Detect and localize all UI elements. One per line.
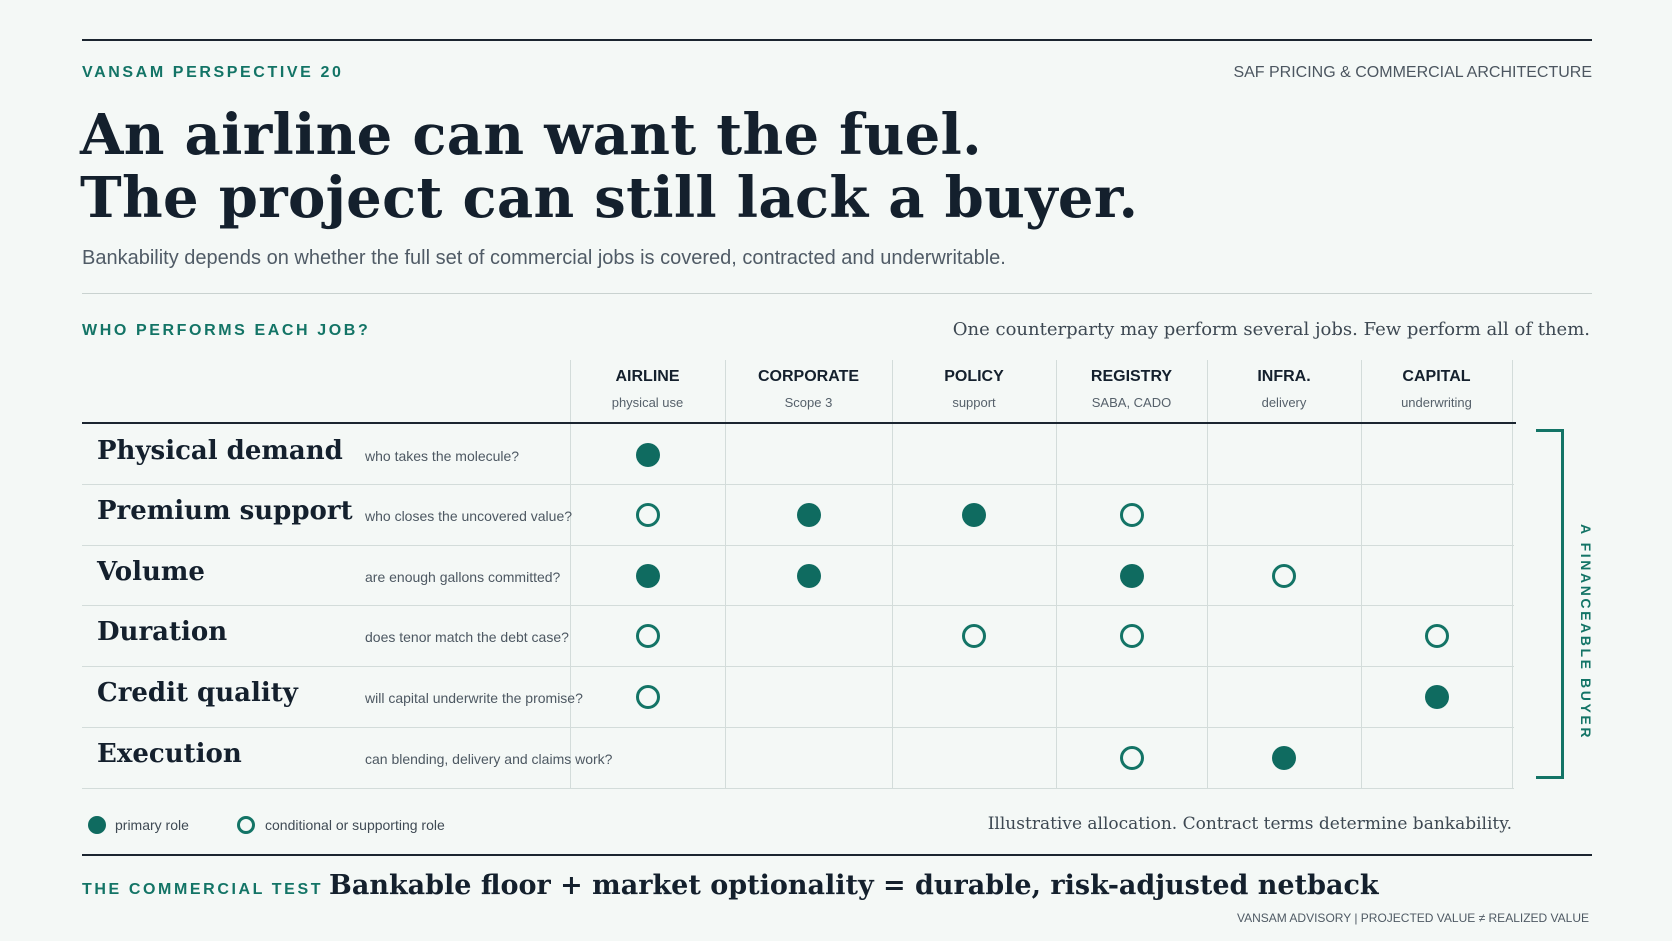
- column-title: POLICY: [944, 368, 1004, 385]
- primary-role-dot-volume-corporate: [796, 563, 821, 588]
- primary-role-dot-physical-demand-airline: [635, 442, 660, 467]
- row-title-volume: Volume: [97, 557, 205, 587]
- matrix-header-rule: [82, 422, 1516, 424]
- column-divider: [570, 360, 571, 788]
- row-question: are enough gallons committed?: [365, 569, 561, 585]
- row-divider: [82, 666, 1514, 667]
- financeable-buyer-bracket: [1536, 429, 1564, 779]
- supporting-role-dot-premium-support-airline: [635, 502, 660, 527]
- column-divider: [1512, 360, 1513, 788]
- column-divider: [892, 360, 893, 788]
- row-question: will capital underwrite the promise?: [365, 690, 583, 706]
- column-title: CORPORATE: [757, 368, 860, 385]
- row-divider: [82, 605, 1514, 606]
- supporting-role-dot-premium-support-registry: [1119, 502, 1144, 527]
- primary-role-dot-volume-registry: [1119, 563, 1144, 588]
- row-divider: [82, 788, 1514, 789]
- commercial-test-label: THE COMMERCIAL TEST: [82, 881, 324, 898]
- column-divider: [1056, 360, 1057, 788]
- supporting-role-dot-duration-policy: [962, 623, 986, 648]
- commercial-test-formula: Bankable floor + market optionality = du…: [329, 870, 1379, 901]
- column-title: CAPITAL: [1402, 368, 1471, 385]
- legend-primary-label: primary role: [115, 817, 189, 833]
- column-subtitle: Scope 3: [784, 395, 833, 410]
- column-subtitle: physical use: [611, 395, 684, 410]
- series-label: VANSAM PERSPECTIVE 20: [82, 64, 344, 81]
- column-subtitle: underwriting: [1401, 395, 1472, 410]
- footer-note: VANSAM ADVISORY | PROJECTED VALUE ≠ REAL…: [1236, 911, 1589, 925]
- legend-primary-dot: [88, 816, 106, 834]
- column-subtitle: support: [952, 395, 996, 410]
- supporting-role-dot-duration-capital: [1424, 623, 1449, 648]
- legend-support-label: conditional or supporting role: [265, 817, 445, 833]
- headline: An airline can want the fuel. The projec…: [80, 104, 1138, 230]
- primary-role-dot-volume-airline: [635, 563, 660, 588]
- column-header-infra: INFRA. delivery: [1207, 368, 1361, 410]
- headline-line-2: The project can still lack a buyer.: [80, 165, 1139, 231]
- supporting-role-dot-credit-quality-airline: [635, 684, 660, 709]
- row-question: who closes the uncovered value?: [365, 508, 573, 524]
- column-title: INFRA.: [1257, 368, 1311, 385]
- bracket-label: A FINANCEABLE BUYER: [1578, 523, 1594, 741]
- row-divider: [82, 484, 1514, 485]
- section-divider: [82, 293, 1592, 294]
- column-header-policy: POLICY support: [892, 368, 1056, 410]
- column-subtitle: SABA, CADO: [1091, 395, 1172, 410]
- column-header-corporate: CORPORATE Scope 3: [725, 368, 892, 410]
- supporting-role-dot-execution-registry: [1119, 745, 1144, 770]
- top-rule: [82, 39, 1592, 41]
- primary-role-dot-premium-support-policy: [962, 502, 986, 527]
- legend-support-dot: [237, 816, 255, 834]
- supporting-role-dot-duration-airline: [635, 623, 660, 648]
- row-question: can blending, delivery and claims work?: [365, 751, 613, 767]
- topic-label: SAF PRICING & COMMERCIAL ARCHITECTURE: [1233, 64, 1592, 81]
- column-header-airline: AIRLINE physical use: [570, 368, 725, 410]
- subheadline: Bankability depends on whether the full …: [82, 247, 1006, 269]
- column-title: REGISTRY: [1090, 368, 1173, 385]
- row-title-credit-quality: Credit quality: [97, 678, 298, 708]
- row-title-physical-demand: Physical demand: [97, 436, 343, 466]
- row-title-duration: Duration: [97, 617, 228, 647]
- bottom-rule: [82, 854, 1592, 856]
- section-note: One counterparty may perform several job…: [952, 319, 1590, 340]
- column-subtitle: delivery: [1261, 395, 1307, 410]
- column-header-capital: CAPITAL underwriting: [1361, 368, 1512, 410]
- column-divider: [1361, 360, 1362, 788]
- row-divider: [82, 727, 1514, 728]
- row-title-execution: Execution: [97, 739, 242, 769]
- primary-role-dot-execution-infra: [1272, 745, 1296, 770]
- row-title-premium-support: Premium support: [97, 496, 353, 526]
- row-divider: [82, 545, 1514, 546]
- row-question: who takes the molecule?: [365, 448, 520, 464]
- headline-line-1: An airline can want the fuel.: [80, 102, 982, 168]
- column-divider: [725, 360, 726, 788]
- section-title: WHO PERFORMS EACH JOB?: [82, 322, 371, 339]
- supporting-role-dot-volume-infra: [1272, 563, 1296, 588]
- supporting-role-dot-duration-registry: [1119, 623, 1144, 648]
- primary-role-dot-credit-quality-capital: [1424, 684, 1449, 709]
- column-header-registry: REGISTRY SABA, CADO: [1056, 368, 1207, 410]
- row-question: does tenor match the debt case?: [365, 629, 569, 645]
- column-divider: [1207, 360, 1208, 788]
- legend-note: Illustrative allocation. Contract terms …: [987, 814, 1512, 834]
- column-title: AIRLINE: [615, 368, 680, 385]
- primary-role-dot-premium-support-corporate: [796, 502, 821, 527]
